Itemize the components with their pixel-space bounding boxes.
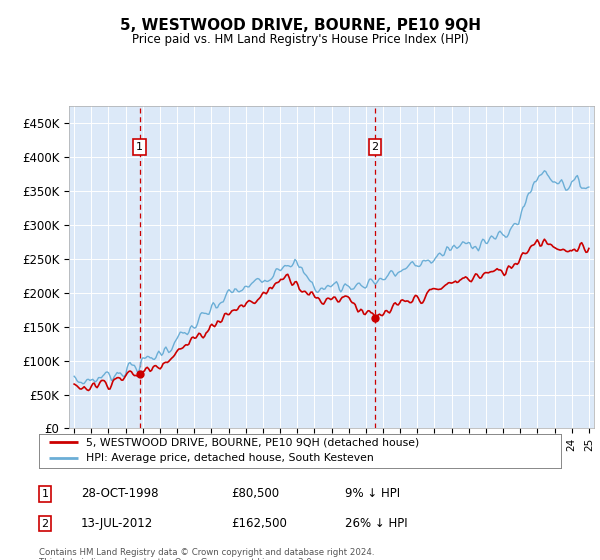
Text: 26% ↓ HPI: 26% ↓ HPI	[345, 517, 407, 530]
Text: £80,500: £80,500	[231, 487, 279, 501]
Text: Price paid vs. HM Land Registry's House Price Index (HPI): Price paid vs. HM Land Registry's House …	[131, 32, 469, 46]
Text: 9% ↓ HPI: 9% ↓ HPI	[345, 487, 400, 501]
Text: 1: 1	[136, 142, 143, 152]
Text: 2: 2	[41, 519, 49, 529]
Text: 13-JUL-2012: 13-JUL-2012	[81, 517, 153, 530]
Text: 2: 2	[371, 142, 379, 152]
Text: 5, WESTWOOD DRIVE, BOURNE, PE10 9QH (detached house): 5, WESTWOOD DRIVE, BOURNE, PE10 9QH (det…	[86, 437, 419, 447]
Text: £162,500: £162,500	[231, 517, 287, 530]
Text: 28-OCT-1998: 28-OCT-1998	[81, 487, 158, 501]
Text: HPI: Average price, detached house, South Kesteven: HPI: Average price, detached house, Sout…	[86, 453, 374, 463]
Text: 1: 1	[41, 489, 49, 499]
Text: Contains HM Land Registry data © Crown copyright and database right 2024.
This d: Contains HM Land Registry data © Crown c…	[39, 548, 374, 560]
Text: 5, WESTWOOD DRIVE, BOURNE, PE10 9QH: 5, WESTWOOD DRIVE, BOURNE, PE10 9QH	[119, 18, 481, 32]
